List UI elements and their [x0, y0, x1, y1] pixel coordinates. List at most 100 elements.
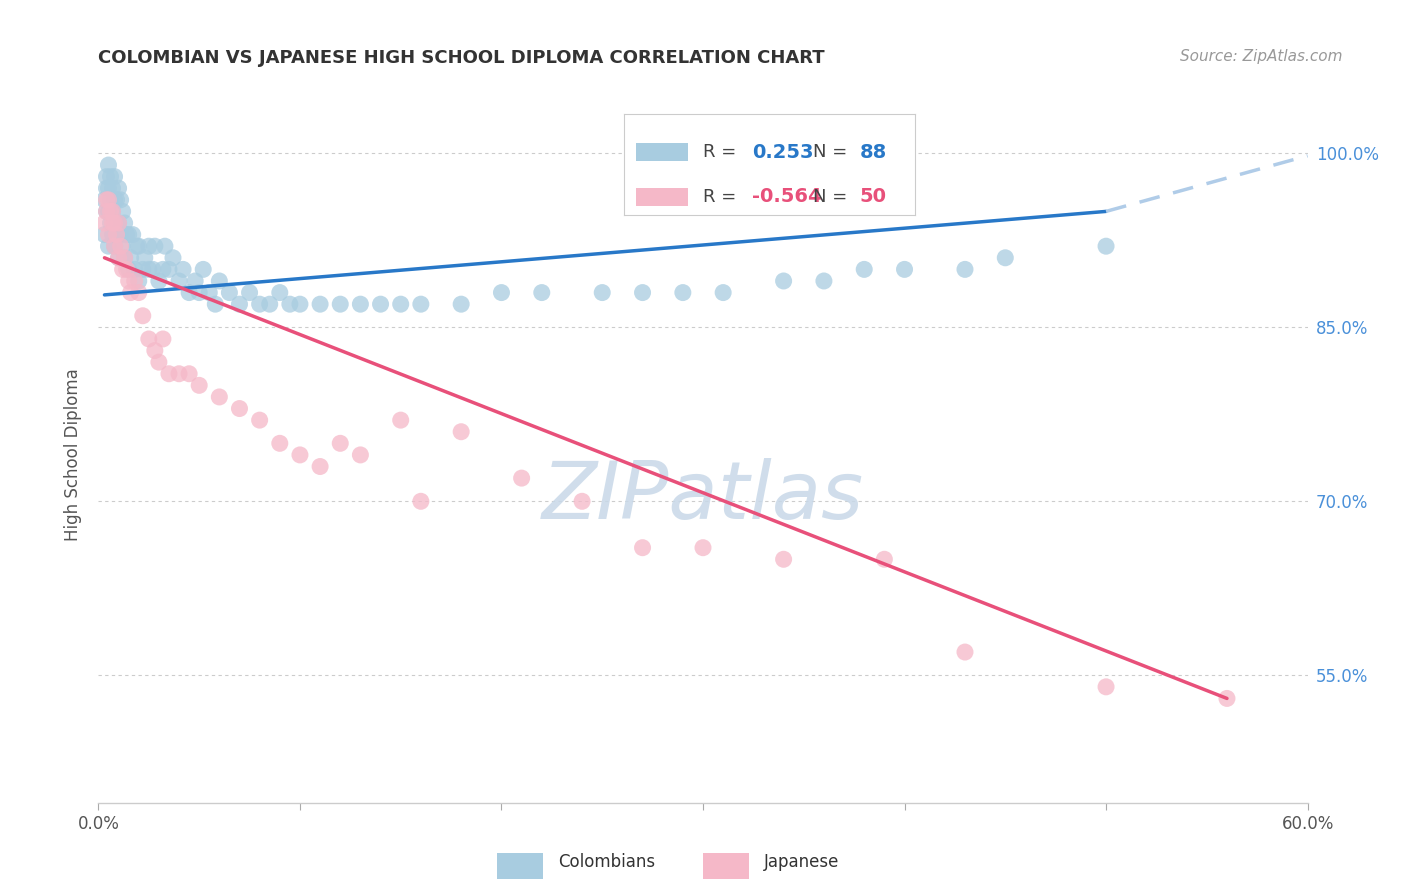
Point [96, 181, 118, 195]
Point [100, 204, 122, 219]
Point [107, 251, 129, 265]
Point [172, 262, 194, 277]
Point [772, 552, 794, 566]
Point [114, 251, 136, 265]
Point [100, 169, 122, 184]
Point [591, 285, 613, 300]
Text: COLOMBIAN VS JAPANESE HIGH SCHOOL DIPLOMA CORRELATION CHART: COLOMBIAN VS JAPANESE HIGH SCHOOL DIPLOM… [98, 49, 825, 67]
Point [120, 251, 142, 265]
Point [329, 297, 352, 311]
Point [389, 297, 412, 311]
Point [188, 285, 211, 300]
Point [118, 274, 141, 288]
Point [893, 262, 915, 277]
Point [259, 297, 281, 311]
Text: Japanese: Japanese [763, 853, 839, 871]
Point [125, 239, 148, 253]
Point [97, 158, 120, 172]
Point [142, 262, 165, 277]
Y-axis label: High School Diploma: High School Diploma [65, 368, 83, 541]
Point [409, 494, 432, 508]
Point [672, 285, 695, 300]
Point [101, 227, 124, 242]
Point [110, 239, 132, 253]
Point [96, 193, 118, 207]
Point [853, 262, 876, 277]
Point [269, 285, 291, 300]
Point [110, 193, 132, 207]
Point [103, 216, 125, 230]
Point [138, 239, 160, 253]
Point [631, 285, 654, 300]
Point [157, 367, 180, 381]
Point [157, 262, 180, 277]
Point [953, 262, 976, 277]
Point [228, 401, 250, 416]
Text: Source: ZipAtlas.com: Source: ZipAtlas.com [1180, 49, 1343, 64]
Point [309, 459, 332, 474]
Point [110, 227, 132, 242]
Point [179, 285, 201, 300]
Point [329, 436, 352, 450]
Point [114, 216, 136, 230]
Point [96, 204, 118, 219]
Point [100, 193, 122, 207]
Point [132, 309, 155, 323]
Point [198, 285, 221, 300]
Point [128, 285, 150, 300]
Point [953, 645, 976, 659]
Point [97, 227, 120, 242]
Point [167, 367, 190, 381]
Point [1216, 691, 1239, 706]
Point [118, 227, 141, 242]
Point [249, 297, 271, 311]
Point [103, 216, 125, 230]
Point [115, 262, 138, 277]
Point [208, 274, 231, 288]
Point [218, 285, 240, 300]
Point [193, 262, 215, 277]
Point [278, 297, 301, 311]
Point [111, 262, 134, 277]
Point [107, 216, 129, 230]
Point [349, 448, 371, 462]
Point [101, 204, 124, 219]
Point [228, 297, 250, 311]
Point [269, 436, 291, 450]
Point [873, 552, 896, 566]
Point [111, 239, 134, 253]
Point [114, 251, 136, 265]
Point [288, 297, 311, 311]
Point [571, 494, 593, 508]
Point [153, 239, 176, 253]
Point [530, 285, 553, 300]
Point [349, 297, 371, 311]
Point [105, 227, 128, 242]
Point [711, 285, 734, 300]
Point [148, 274, 170, 288]
Point [120, 285, 142, 300]
Point [93, 216, 115, 230]
Point [97, 193, 120, 207]
Point [239, 285, 262, 300]
Point [1095, 239, 1118, 253]
Point [994, 251, 1017, 265]
Point [370, 297, 392, 311]
Point [167, 274, 190, 288]
Point [162, 251, 184, 265]
Point [93, 193, 115, 207]
Point [124, 274, 146, 288]
Point [1095, 680, 1118, 694]
Point [103, 193, 125, 207]
Point [288, 448, 311, 462]
Point [97, 181, 120, 195]
Point [138, 332, 160, 346]
Point [179, 367, 201, 381]
Point [93, 227, 115, 242]
Text: Colombians: Colombians [558, 853, 655, 871]
Point [105, 227, 128, 242]
Point [115, 227, 138, 242]
Point [148, 355, 170, 369]
Point [100, 216, 122, 230]
Point [132, 262, 155, 277]
